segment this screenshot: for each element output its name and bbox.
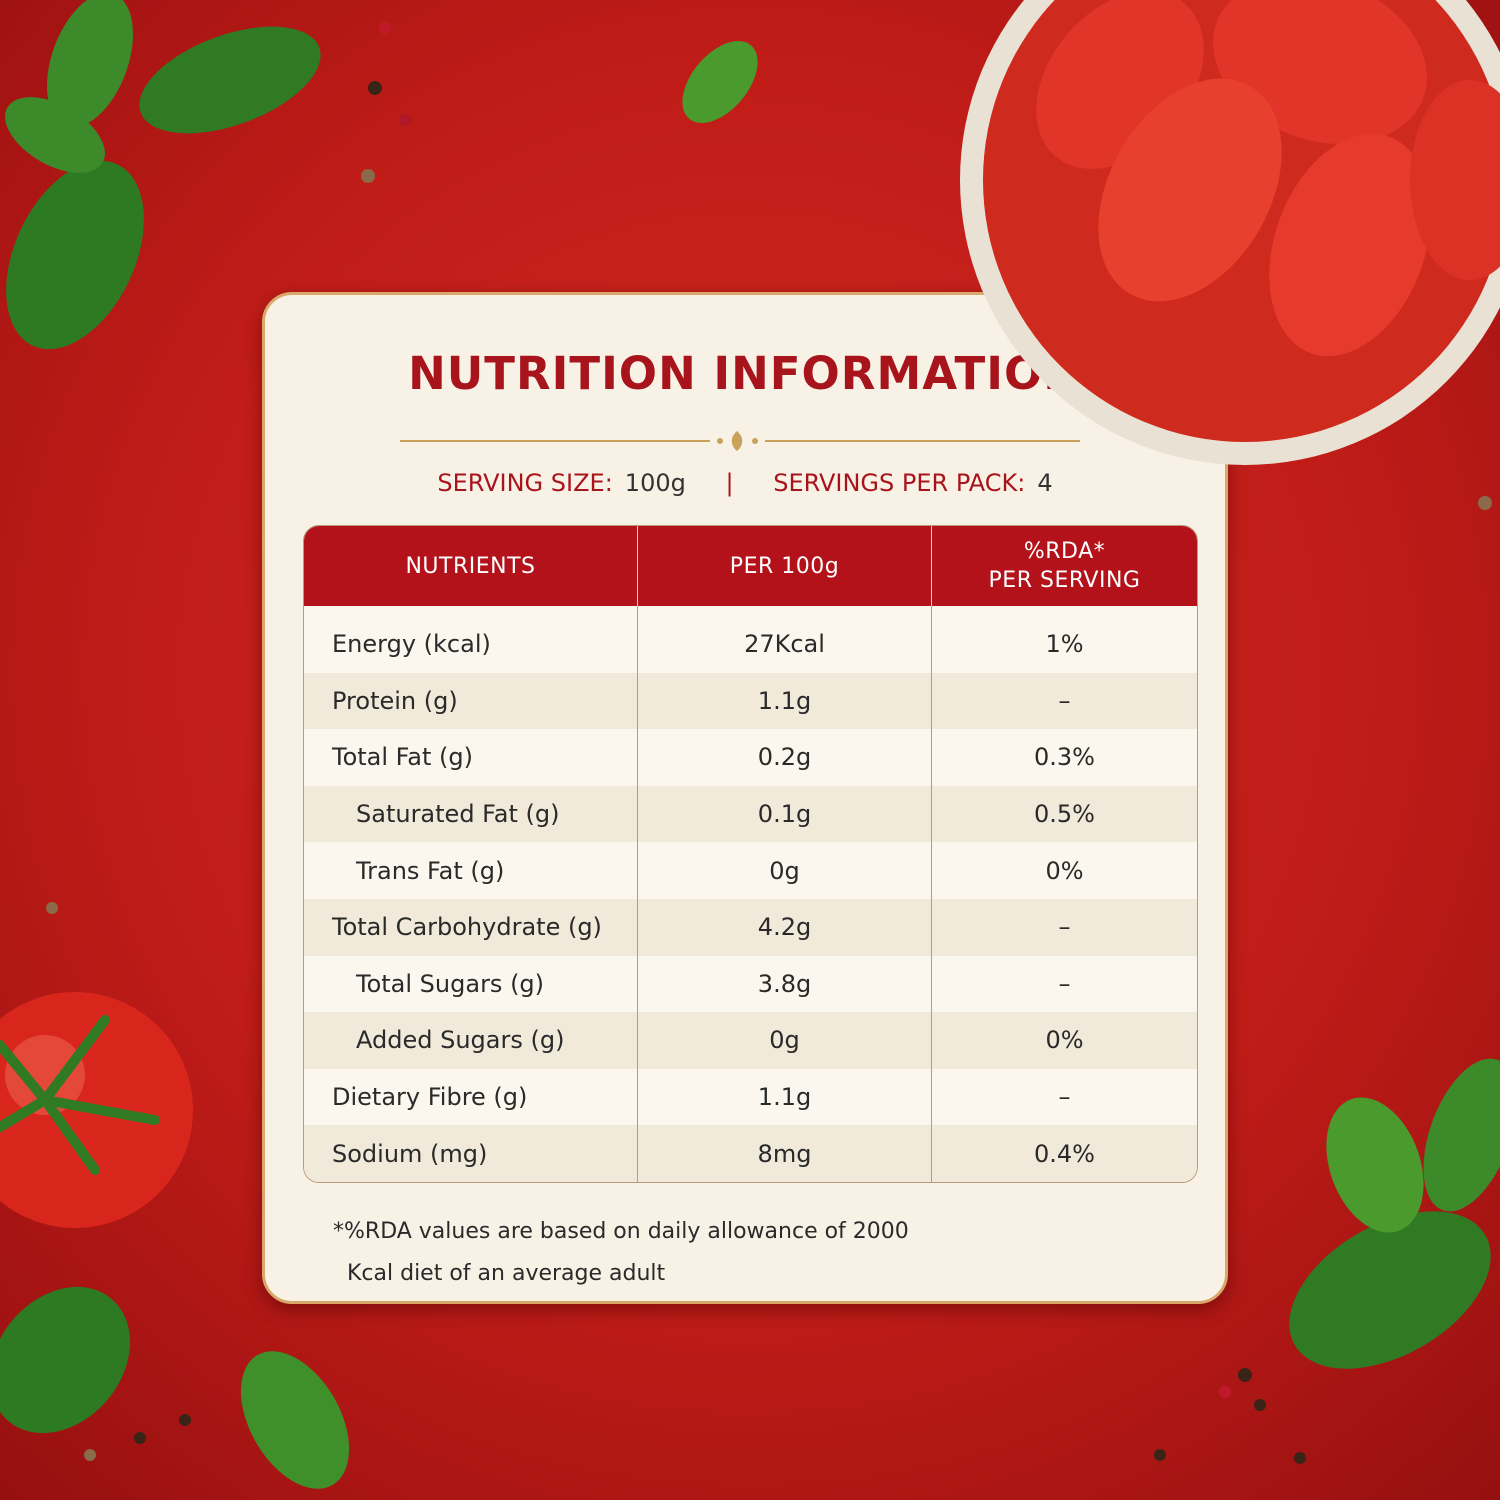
nutrient-name: Sodium (mg) — [304, 1125, 638, 1182]
nutrient-row: Trans Fat (g) 0g 0% — [304, 842, 1197, 899]
serving-size-value: 100g — [624, 469, 686, 497]
nutrition-table: NUTRIENTS PER 100g %RDA* PER SERVING Energy … — [303, 525, 1198, 1183]
rda-per-serving: – — [1058, 969, 1071, 998]
rda-per-serving: 0.5% — [932, 785, 1197, 843]
header-line: PER SERVING — [988, 568, 1141, 593]
rda-per-serving: – — [1058, 1083, 1071, 1112]
per-100g: 3.8g — [638, 955, 932, 1013]
footnote-line: Kcal diet of an average adult — [347, 1261, 666, 1286]
nutrient-name: Protein (g) — [304, 672, 638, 730]
column-header: %RDA* PER SERVING — [932, 526, 1197, 606]
per-100g: 0g — [638, 1012, 932, 1069]
footnote-line: *%RDA values are based on daily allowanc… — [333, 1219, 909, 1244]
rda-per-serving: – — [932, 898, 1197, 956]
table-body: Energy (kcal) 27Kcal 1% Protein (g) 1.1g – Tot… — [304, 606, 1197, 1182]
rda-per-serving: 0.3% — [1034, 743, 1095, 772]
servings-pack-label: SERVINGS PER PACK: — [773, 469, 1026, 497]
divider — [400, 431, 1080, 451]
header-line: PER 100g — [729, 553, 840, 579]
per-100g: 0.2g — [638, 729, 932, 786]
nutrient-name: Total Fat (g) — [304, 729, 638, 786]
nutrient-name: Dietary Fibre (g) — [304, 1068, 638, 1126]
nutrient-row: Saturated Fat (g) 0.1g 0.5% — [304, 785, 1197, 843]
footnote: *%RDA values are based on daily allowanc… — [333, 1211, 909, 1295]
per-100g: 27Kcal — [638, 606, 932, 673]
nutrient-row: Total Carbohydrate (g) 4.2g – — [304, 898, 1197, 956]
servings-pack-value: 4 — [1037, 469, 1053, 497]
per-100g: 1.1g — [638, 1068, 932, 1126]
header-row: NUTRIENTS PER 100g %RDA* PER SERVING — [304, 526, 1197, 606]
per-100g: 4.2g — [638, 898, 932, 956]
nutrient-row: Total Sugars (g) 3.8g – — [304, 955, 1197, 1013]
rda-per-serving: 0% — [932, 1012, 1197, 1069]
per-100g: 8mg — [638, 1125, 932, 1182]
title: NUTRITION INFORMATION — [408, 347, 1082, 400]
nutrient-name: Total Carbohydrate (g) — [304, 898, 638, 956]
nutrient-row: Energy (kcal) 27Kcal 1% — [304, 606, 1197, 673]
header-line: %RDA* — [1023, 539, 1106, 564]
rda-per-serving: 0.4% — [932, 1125, 1197, 1182]
nutrition-card: NUTRITION INFORMATION SERVING SIZE: 100g … — [262, 292, 1228, 1304]
column-header: NUTRIENTS — [304, 526, 638, 606]
nutrient-name: Total Sugars (g) — [304, 955, 638, 1013]
nutrient-row: Protein (g) 1.1g – — [304, 672, 1197, 730]
nutrient-row: Dietary Fibre (g) 1.1g – — [304, 1068, 1197, 1126]
nutrient-name: Saturated Fat (g) — [304, 785, 638, 843]
rda-per-serving: 1% — [1045, 630, 1084, 659]
nutrient-row: Added Sugars (g) 0g 0% — [304, 1012, 1197, 1069]
per-100g: 0.1g — [638, 785, 932, 843]
per-100g: 1.1g — [638, 672, 932, 730]
nutrient-row: Total Fat (g) 0.2g 0.3% — [304, 729, 1197, 786]
rda-per-serving: 0% — [1045, 856, 1084, 885]
per-100g: 0g — [638, 842, 932, 899]
header-line: NUTRIENTS — [405, 553, 536, 579]
serving-info: SERVING SIZE: 100g | SERVINGS PER PACK: 4 — [265, 469, 1225, 497]
separator: | — [725, 469, 734, 497]
rda-per-serving: – — [932, 672, 1197, 730]
nutrient-name: Added Sugars (g) — [304, 1012, 638, 1069]
column-header: PER 100g — [638, 526, 932, 606]
nutrient-row: Sodium (mg) 8mg 0.4% — [304, 1125, 1197, 1182]
serving-size-label: SERVING SIZE: — [437, 469, 613, 497]
nutrient-name: Energy (kcal) — [304, 606, 638, 673]
nutrient-name: Trans Fat (g) — [304, 842, 638, 899]
